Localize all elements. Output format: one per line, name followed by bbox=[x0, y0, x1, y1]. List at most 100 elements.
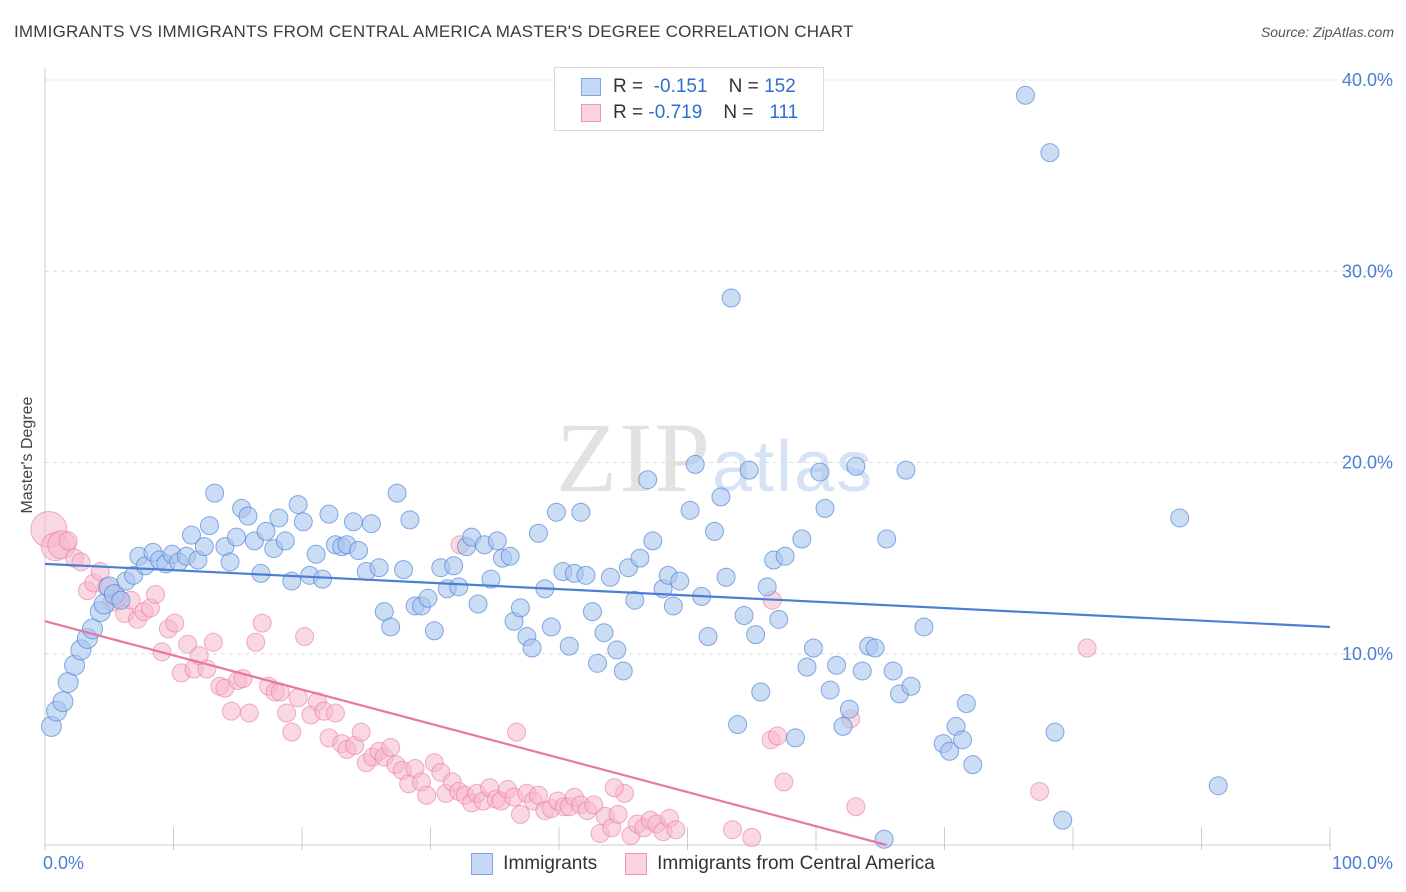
y-tick-label: 10.0% bbox=[1342, 644, 1393, 664]
immigrants-point bbox=[625, 590, 645, 610]
immigrants-point bbox=[613, 661, 633, 681]
immigrants-point bbox=[582, 602, 602, 622]
immigrants-point bbox=[600, 567, 620, 587]
immigrants-point bbox=[481, 569, 501, 589]
watermark-atlas: atlas bbox=[712, 427, 875, 507]
central-america-point bbox=[1030, 781, 1050, 801]
immigrants-point bbox=[914, 617, 934, 637]
central-america-trend-line bbox=[44, 620, 887, 847]
immigrants-point bbox=[510, 598, 530, 618]
immigrants-point bbox=[1170, 508, 1190, 528]
gridlines bbox=[45, 79, 1392, 655]
central-america-point bbox=[584, 795, 604, 815]
immigrants-point bbox=[810, 462, 830, 482]
immigrants-point bbox=[785, 728, 805, 748]
central-america-point bbox=[846, 797, 866, 817]
immigrants-point bbox=[349, 540, 369, 560]
immigrants-point bbox=[1045, 722, 1065, 742]
immigrants-point bbox=[588, 653, 608, 673]
immigrants-point bbox=[226, 527, 246, 547]
legend-r-label: R = bbox=[613, 76, 644, 97]
central-america-point bbox=[507, 722, 527, 742]
immigrants-point bbox=[896, 460, 916, 480]
immigrants-point bbox=[670, 571, 690, 591]
legend-row-immigrants: R = -0.151 N = 152 bbox=[581, 76, 796, 98]
central-america-point bbox=[221, 701, 241, 721]
immigrants-point bbox=[757, 577, 777, 597]
legend-swatch-pink bbox=[581, 104, 601, 122]
watermark-zip: ZIP bbox=[556, 402, 712, 513]
series-immigrants-points bbox=[40, 85, 1228, 849]
immigrants-point bbox=[839, 699, 859, 719]
immigrants-point bbox=[952, 730, 972, 750]
immigrants-point bbox=[940, 741, 960, 761]
immigrants-point bbox=[449, 577, 469, 597]
immigrants-point bbox=[769, 609, 789, 629]
immigrants-point bbox=[751, 682, 771, 702]
series-swatch-pink bbox=[625, 853, 648, 875]
immigrants-point bbox=[607, 640, 627, 660]
immigrants-point bbox=[238, 506, 258, 526]
immigrants-point bbox=[775, 546, 795, 566]
central-america-point bbox=[146, 584, 166, 604]
immigrants-point bbox=[594, 623, 614, 643]
immigrants-point bbox=[522, 638, 542, 658]
immigrants-point bbox=[874, 829, 894, 849]
immigrants-point bbox=[181, 525, 201, 545]
central-america-point bbox=[742, 827, 762, 847]
central-america-point bbox=[604, 778, 624, 798]
immigrants-point bbox=[852, 661, 872, 681]
immigrants-point bbox=[711, 487, 731, 507]
legend-n-label: N = bbox=[723, 102, 754, 123]
immigrants-point bbox=[739, 460, 759, 480]
immigrants-point bbox=[734, 606, 754, 625]
immigrants-point bbox=[833, 716, 853, 736]
immigrants-point bbox=[797, 657, 817, 677]
immigrants-point bbox=[269, 508, 289, 528]
immigrants-point bbox=[716, 567, 736, 587]
central-america-point bbox=[165, 613, 185, 633]
immigrants-point bbox=[111, 590, 131, 610]
legend-row-central-america: R = -0.719 N = 111 bbox=[581, 102, 798, 124]
immigrants-point bbox=[468, 594, 488, 614]
immigrants-point bbox=[685, 454, 705, 474]
immigrants-point bbox=[541, 617, 561, 637]
central-america-point bbox=[666, 820, 686, 840]
immigrants-point bbox=[865, 638, 885, 658]
immigrants-point bbox=[288, 495, 308, 515]
source-credit: Source: ZipAtlas.com bbox=[1260, 24, 1394, 40]
central-america-point bbox=[351, 722, 371, 742]
y-tick-label: 20.0% bbox=[1342, 453, 1393, 473]
immigrants-point bbox=[394, 560, 414, 580]
central-america-point bbox=[288, 688, 308, 708]
central-america-point bbox=[608, 804, 628, 824]
immigrants-point bbox=[205, 483, 225, 503]
immigrants-point bbox=[746, 625, 766, 645]
central-america-point bbox=[767, 726, 787, 746]
immigrants-point bbox=[576, 565, 596, 585]
central-america-point bbox=[252, 613, 272, 633]
immigrants-point bbox=[963, 755, 983, 775]
immigrants-point bbox=[803, 638, 823, 658]
immigrants-point bbox=[901, 676, 921, 696]
central-america-point bbox=[246, 632, 266, 652]
central-america-point bbox=[381, 737, 401, 757]
immigrants-point bbox=[424, 621, 444, 641]
immigrants-point bbox=[1053, 810, 1073, 830]
immigrants-point bbox=[638, 470, 658, 490]
central-america-point bbox=[277, 703, 297, 723]
immigrants-point bbox=[361, 514, 381, 534]
immigrants-point bbox=[630, 548, 650, 568]
x-tick-label: 0.0% bbox=[43, 853, 84, 873]
central-america-point bbox=[178, 634, 198, 654]
legend-swatch-blue bbox=[581, 78, 601, 96]
central-america-point bbox=[325, 703, 345, 723]
axes bbox=[44, 68, 1331, 850]
immigrants-point bbox=[698, 627, 718, 647]
central-america-point bbox=[239, 703, 259, 723]
immigrants-point bbox=[721, 288, 741, 308]
immigrants-point bbox=[792, 529, 812, 549]
immigrants-point bbox=[500, 546, 520, 566]
central-america-point bbox=[1077, 638, 1097, 658]
immigrants-point bbox=[369, 558, 389, 578]
